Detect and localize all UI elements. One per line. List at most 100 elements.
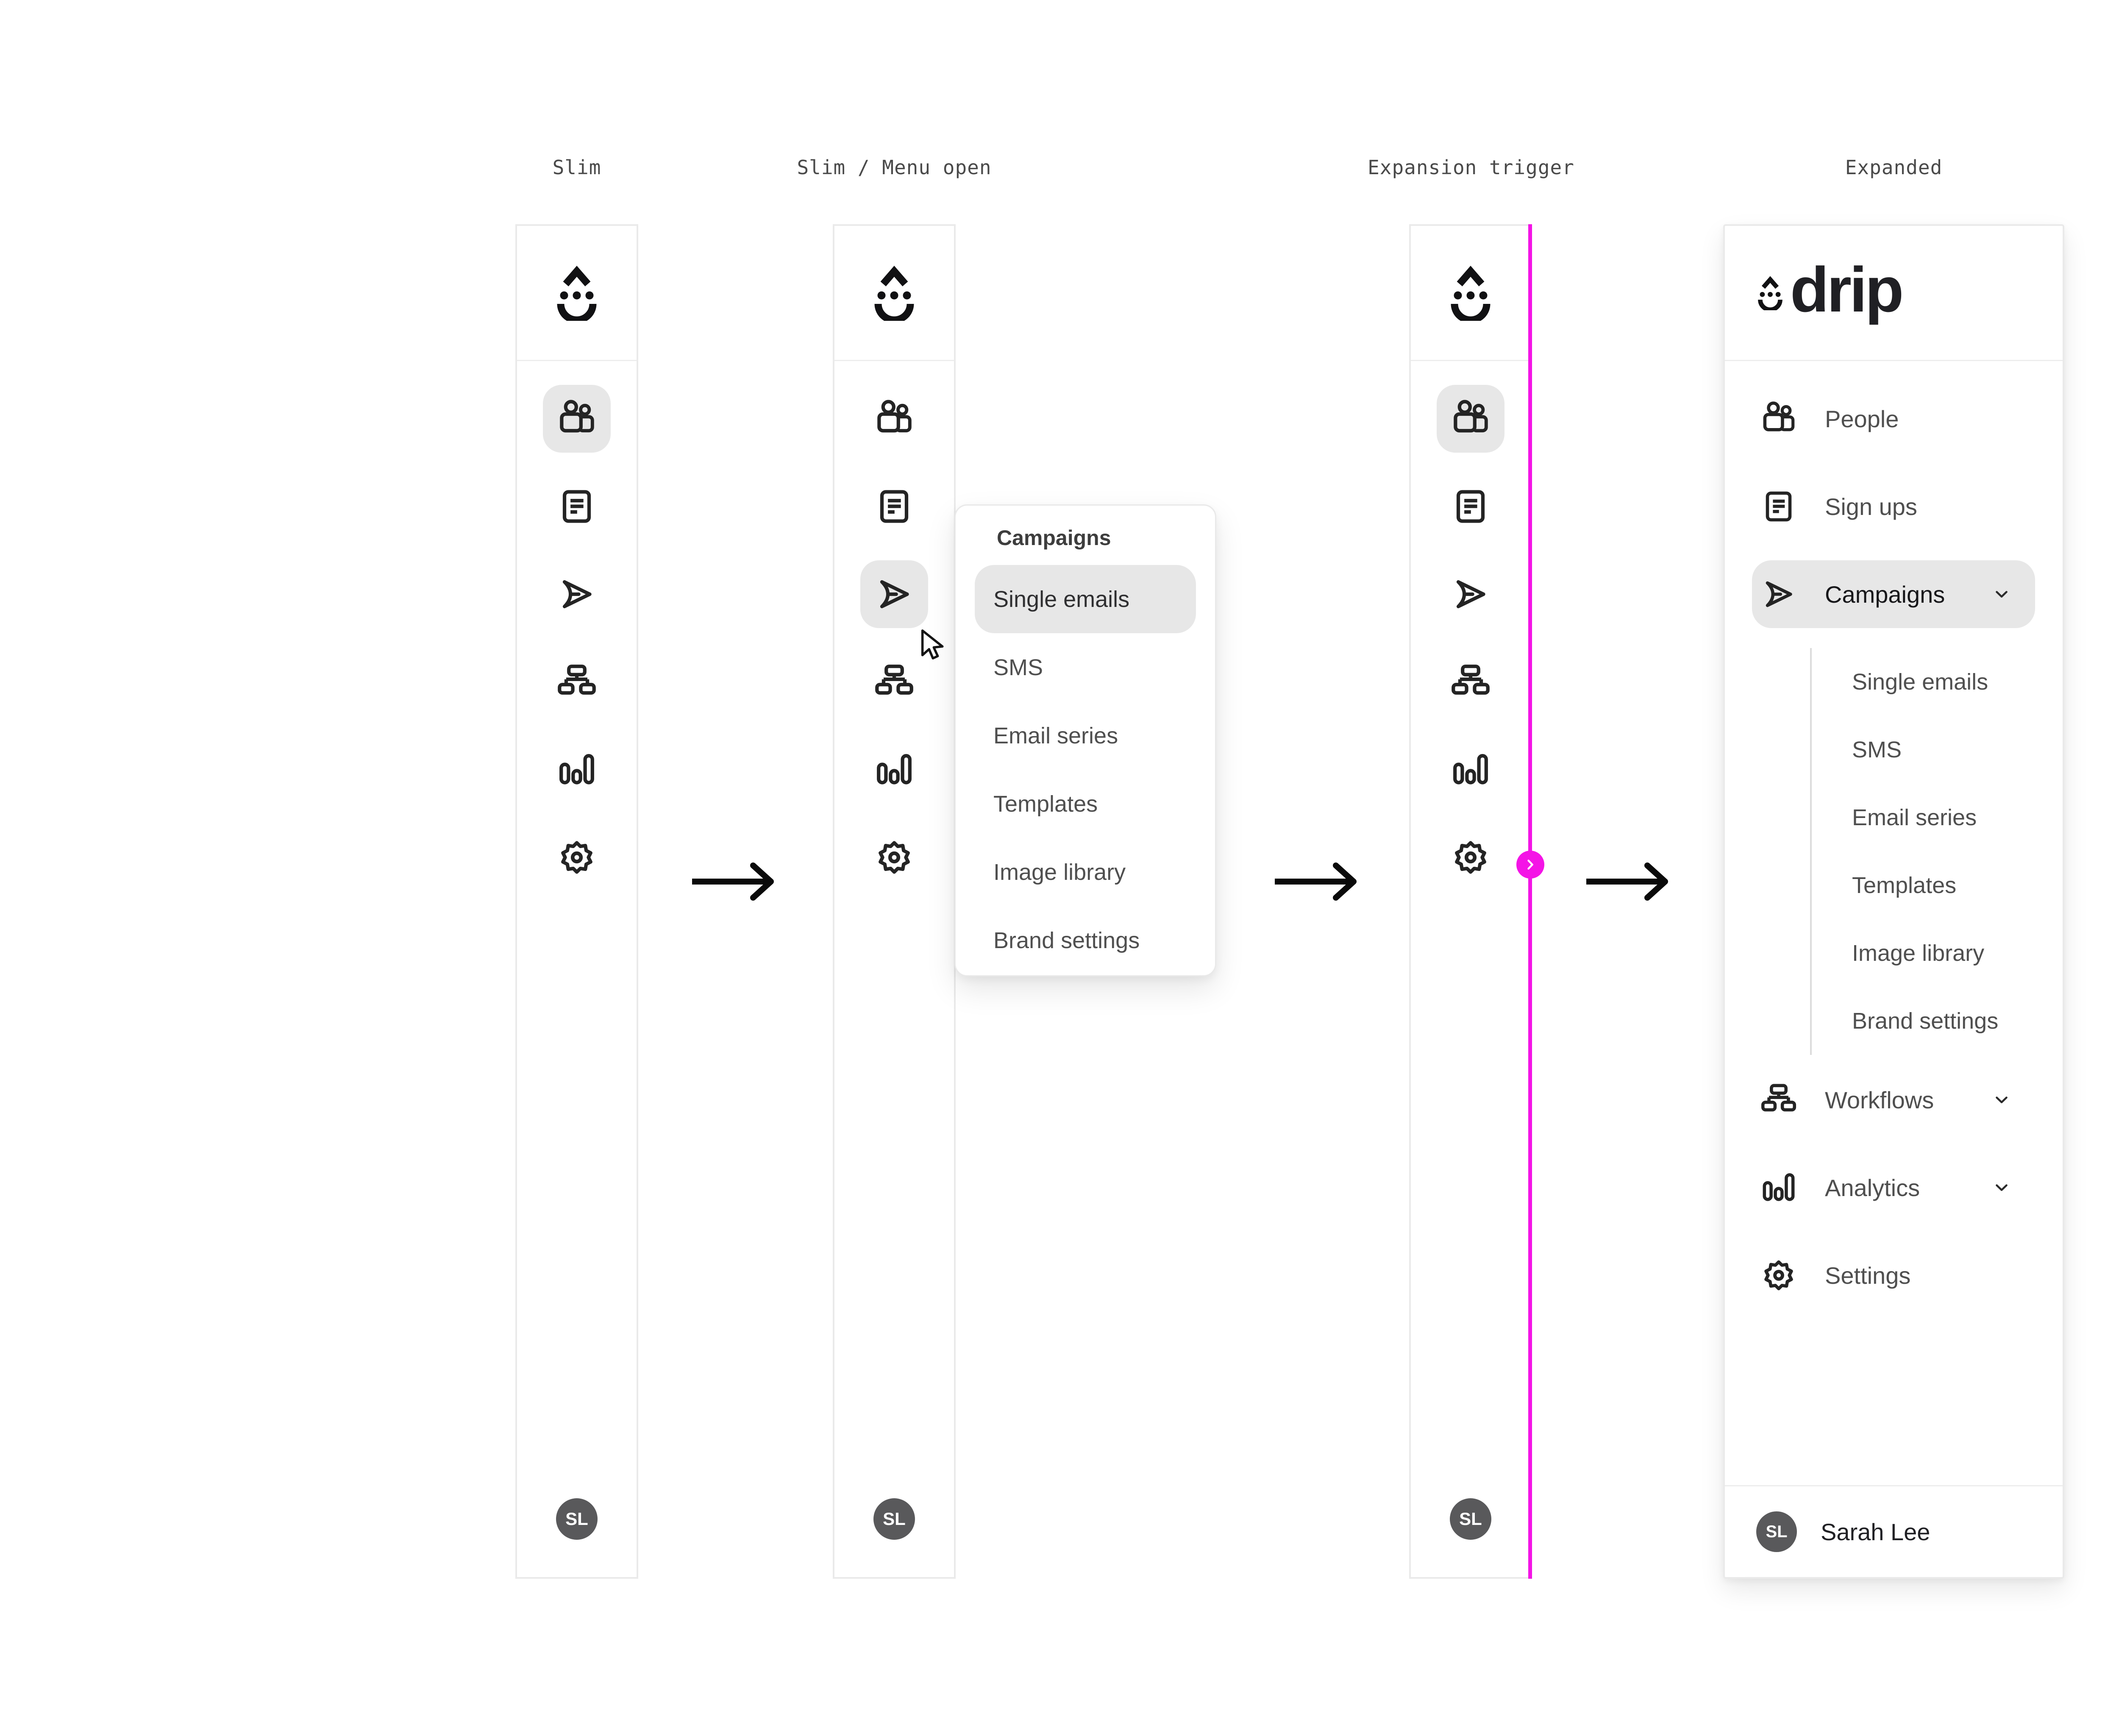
chevron-down-icon bbox=[1992, 1090, 2011, 1110]
nav-icon-list bbox=[517, 361, 637, 891]
flyout-item-email-series[interactable]: Email series bbox=[993, 723, 1118, 748]
signups-icon bbox=[557, 487, 597, 526]
avatar-initials: SL bbox=[883, 1509, 906, 1529]
mouse-cursor-icon bbox=[916, 626, 949, 664]
nav-signups[interactable] bbox=[860, 473, 928, 540]
submenu-templates[interactable]: Templates bbox=[1852, 873, 1957, 898]
campaigns-icon bbox=[557, 574, 597, 614]
campaigns-icon bbox=[1451, 574, 1491, 614]
flyout-item-image-library[interactable]: Image library bbox=[993, 859, 1126, 885]
user-avatar: SL bbox=[1756, 1511, 1797, 1552]
settings-icon bbox=[1451, 837, 1491, 877]
nav-label: Sign ups bbox=[1825, 493, 1917, 520]
flyout-item-templates[interactable]: Templates bbox=[993, 791, 1098, 817]
flyout-title: Campaigns bbox=[997, 526, 1111, 550]
people-icon bbox=[1760, 401, 1797, 437]
flyout-item-brand-settings[interactable]: Brand settings bbox=[993, 927, 1140, 953]
people-icon bbox=[1451, 399, 1491, 439]
drip-logo-icon bbox=[556, 265, 598, 321]
campaigns-submenu: Single emails SMS Email series Templates… bbox=[1810, 648, 2035, 1055]
drip-logo-lockup[interactable]: drip bbox=[1725, 226, 2063, 361]
workflows-icon bbox=[557, 662, 597, 702]
nav-analytics[interactable] bbox=[543, 736, 611, 804]
user-row[interactable]: SL Sarah Lee bbox=[1725, 1485, 2063, 1577]
nav-signups[interactable] bbox=[1437, 473, 1504, 540]
expansion-trigger-line[interactable] bbox=[1528, 224, 1532, 1579]
user-avatar[interactable]: SL bbox=[1450, 1498, 1491, 1540]
chevron-down-icon bbox=[1992, 584, 2011, 604]
workflows-icon bbox=[1451, 662, 1491, 702]
nav-settings[interactable]: Settings bbox=[1752, 1241, 2035, 1309]
people-icon bbox=[874, 399, 914, 439]
nav-settings[interactable] bbox=[1437, 823, 1504, 891]
people-icon bbox=[557, 399, 597, 439]
avatar-initials: SL bbox=[1766, 1522, 1788, 1541]
nav-people[interactable] bbox=[1437, 385, 1504, 453]
label-slim: Slim bbox=[552, 156, 601, 179]
settings-icon bbox=[557, 837, 597, 877]
nav-signups[interactable] bbox=[543, 473, 611, 540]
analytics-icon bbox=[874, 750, 914, 790]
drip-logo-icon bbox=[1449, 265, 1492, 321]
nav-people[interactable] bbox=[860, 385, 928, 453]
analytics-icon bbox=[1451, 750, 1491, 790]
avatar-initials: SL bbox=[1459, 1509, 1482, 1529]
user-name: Sarah Lee bbox=[1821, 1518, 1930, 1545]
nav-campaigns-active[interactable]: Campaigns bbox=[1752, 560, 2035, 628]
avatar-initials: SL bbox=[565, 1509, 588, 1529]
drip-logo[interactable] bbox=[834, 226, 954, 361]
workflows-icon bbox=[874, 662, 914, 702]
nav-analytics[interactable] bbox=[860, 736, 928, 804]
nav-campaigns-hovered[interactable] bbox=[860, 560, 928, 628]
settings-icon bbox=[1760, 1257, 1797, 1294]
analytics-icon bbox=[557, 750, 597, 790]
nav-label: Campaigns bbox=[1825, 581, 1945, 608]
expanded-nav: People Sign ups Campaigns Single emails … bbox=[1725, 361, 2063, 1309]
nav-workflows[interactable] bbox=[1437, 648, 1504, 716]
nav-label: Workflows bbox=[1825, 1086, 1934, 1113]
sidebar-slim-menu-open: SL bbox=[833, 224, 956, 1579]
drip-logo[interactable] bbox=[517, 226, 637, 361]
nav-campaigns[interactable] bbox=[543, 560, 611, 628]
nav-settings[interactable] bbox=[860, 823, 928, 891]
transition-arrow-icon bbox=[689, 856, 782, 907]
sidebar-slim: SL bbox=[515, 224, 638, 1579]
expand-sidebar-button[interactable] bbox=[1516, 851, 1544, 879]
analytics-icon bbox=[1760, 1169, 1797, 1206]
signups-icon bbox=[874, 487, 914, 526]
nav-analytics[interactable] bbox=[1437, 736, 1504, 804]
drip-wordmark: drip bbox=[1790, 254, 1904, 325]
nav-campaigns[interactable] bbox=[1437, 560, 1504, 628]
user-avatar[interactable]: SL bbox=[556, 1498, 598, 1540]
flyout-item-single-emails[interactable]: Single emails bbox=[975, 565, 1196, 633]
nav-icon-list bbox=[1411, 361, 1530, 891]
nav-label: People bbox=[1825, 405, 1899, 432]
drip-logo-icon bbox=[873, 265, 915, 321]
submenu-brand-settings[interactable]: Brand settings bbox=[1852, 1008, 1999, 1034]
drip-logo[interactable] bbox=[1411, 226, 1530, 361]
sidebar-slim-trigger: SL bbox=[1409, 224, 1532, 1579]
workflows-icon bbox=[1760, 1082, 1797, 1118]
nav-workflows[interactable] bbox=[543, 648, 611, 716]
nav-settings[interactable] bbox=[543, 823, 611, 891]
submenu-single-emails[interactable]: Single emails bbox=[1852, 669, 1988, 695]
nav-workflows[interactable]: Workflows bbox=[1752, 1066, 2035, 1134]
submenu-sms[interactable]: SMS bbox=[1852, 737, 1902, 762]
signups-icon bbox=[1760, 488, 1797, 525]
submenu-email-series[interactable]: Email series bbox=[1852, 805, 1977, 830]
user-avatar[interactable]: SL bbox=[873, 1498, 915, 1540]
label-expansion-trigger: Expansion trigger bbox=[1368, 156, 1574, 179]
nav-people[interactable]: People bbox=[1752, 385, 2035, 453]
campaigns-icon bbox=[1760, 576, 1797, 612]
signups-icon bbox=[1451, 487, 1491, 526]
sidebar-expanded: drip People Sign ups Campaigns Single em… bbox=[1723, 224, 2064, 1579]
drip-logo-icon bbox=[1757, 275, 1783, 310]
nav-analytics[interactable]: Analytics bbox=[1752, 1154, 2035, 1221]
nav-signups[interactable]: Sign ups bbox=[1752, 473, 2035, 540]
nav-people[interactable] bbox=[543, 385, 611, 453]
transition-arrow-icon bbox=[1583, 856, 1676, 907]
flyout-item-sms[interactable]: SMS bbox=[993, 654, 1043, 680]
chevron-right-icon bbox=[1522, 857, 1538, 873]
submenu-image-library[interactable]: Image library bbox=[1852, 940, 1985, 966]
